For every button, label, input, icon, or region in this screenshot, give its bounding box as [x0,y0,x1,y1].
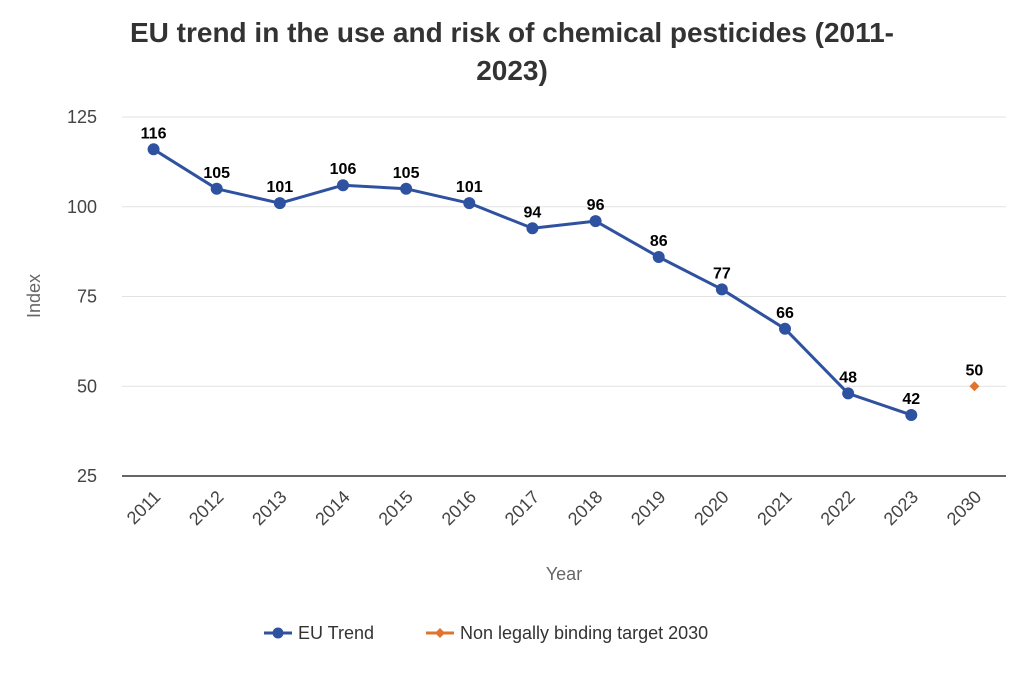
y-tick-label: 100 [67,197,97,217]
legend-item-1[interactable]: Non legally binding target 2030 [426,623,708,643]
data-label: 105 [393,165,420,182]
data-point[interactable] [337,179,349,192]
data-label: 50 [966,362,984,379]
y-tick-label: 25 [77,466,97,486]
x-tick-label: 2022 [817,487,859,529]
data-point[interactable] [589,215,602,228]
legend-label: EU Trend [298,623,374,643]
y-axis-ticks: 25 50 75 100 125 [67,107,97,486]
legend-marker-circle [272,627,284,639]
data-point[interactable] [463,197,476,210]
x-tick-label: 2015 [375,487,417,529]
data-point[interactable] [842,387,855,400]
x-tick-label: 2016 [438,487,480,529]
data-label: 66 [776,305,794,322]
x-tick-label: 2013 [248,487,290,529]
data-point[interactable] [905,408,918,421]
data-label: 101 [456,179,483,196]
x-tick-label: 2030 [943,487,985,529]
x-tick-label: 2011 [123,487,165,529]
data-label: 94 [524,204,542,221]
x-axis-ticks: 2011 2012 2013 2014 2015 2016 2017 2018 2019 2020… [123,487,985,529]
legend-marker-diamond [435,628,445,638]
data-point[interactable] [715,283,728,296]
x-tick-label: 2012 [185,487,227,529]
x-tick-label: 2019 [627,487,669,529]
data-point[interactable] [779,322,791,335]
series [147,143,980,421]
data-label: 48 [839,369,857,386]
data-label: 105 [203,165,230,182]
x-tick-label: 2020 [690,487,732,529]
x-tick-label: 2021 [753,487,795,529]
legend-label: Non legally binding target 2030 [460,623,708,643]
data-label: 77 [713,265,731,282]
data-point[interactable] [526,222,539,235]
chart-title-line-1: EU trend in the use and risk of chemical… [130,17,894,48]
x-tick-label: 2018 [564,487,606,529]
data-label: 96 [587,197,605,214]
legend[interactable]: EU Trend Non legally binding target 2030 [264,623,708,643]
data-label: 42 [902,391,920,408]
data-label: 101 [267,179,294,196]
x-tick-label: 2014 [311,487,353,529]
x-tick-label: 2017 [501,487,543,529]
y-axis-label: Index [24,274,44,318]
target-point[interactable] [969,381,980,392]
data-label: 86 [650,233,668,250]
x-axis-label: Year [546,564,582,584]
gridlines [122,116,1006,477]
data-point[interactable] [400,182,413,195]
data-point[interactable] [652,251,665,264]
data-label: 116 [141,125,167,142]
data-point[interactable] [147,143,160,156]
y-tick-label: 125 [67,107,97,127]
legend-item-0[interactable]: EU Trend [264,623,374,643]
data-point[interactable] [210,182,223,195]
y-tick-label: 75 [77,287,97,307]
data-labels: 116 105 101 106 105 101 94 96 86 77 66 48 42 50 [141,125,984,408]
data-label: 106 [330,161,357,178]
x-tick-label: 2023 [880,487,922,529]
chart-title-line-2: 2023) [476,55,548,86]
data-point[interactable] [273,197,286,210]
y-tick-label: 50 [77,376,97,396]
